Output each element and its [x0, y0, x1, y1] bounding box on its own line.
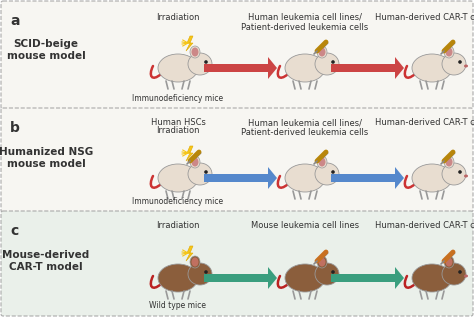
- Ellipse shape: [337, 174, 341, 178]
- Circle shape: [331, 170, 335, 174]
- Ellipse shape: [317, 156, 327, 168]
- Text: Human-derived CAR-T cells: Human-derived CAR-T cells: [375, 118, 474, 127]
- Ellipse shape: [442, 263, 466, 285]
- Polygon shape: [331, 167, 404, 189]
- Ellipse shape: [412, 264, 452, 292]
- Polygon shape: [331, 57, 404, 79]
- Ellipse shape: [158, 54, 198, 82]
- Text: Human leukemia cell lines/
Patient-derived leukemia cells: Human leukemia cell lines/ Patient-deriv…: [241, 13, 369, 32]
- Text: Mouse-derived
CAR-T model: Mouse-derived CAR-T model: [2, 250, 90, 272]
- Ellipse shape: [188, 263, 212, 285]
- Text: Immunodeficiency mice: Immunodeficiency mice: [132, 197, 224, 206]
- Ellipse shape: [285, 54, 325, 82]
- Text: c: c: [10, 224, 18, 238]
- Circle shape: [204, 60, 208, 64]
- Circle shape: [331, 60, 335, 64]
- Ellipse shape: [285, 164, 325, 192]
- Circle shape: [204, 170, 208, 174]
- Circle shape: [331, 270, 335, 274]
- Ellipse shape: [442, 53, 466, 75]
- Polygon shape: [331, 267, 404, 289]
- Text: Immunodeficiency mice: Immunodeficiency mice: [132, 94, 224, 103]
- Ellipse shape: [442, 163, 466, 185]
- Polygon shape: [186, 36, 193, 51]
- Text: Irradiation: Irradiation: [156, 221, 200, 230]
- Polygon shape: [186, 146, 193, 161]
- Ellipse shape: [158, 164, 198, 192]
- FancyBboxPatch shape: [1, 108, 473, 212]
- Ellipse shape: [315, 53, 339, 75]
- Ellipse shape: [446, 257, 453, 267]
- Polygon shape: [186, 246, 193, 261]
- Circle shape: [458, 270, 462, 274]
- Ellipse shape: [319, 48, 326, 56]
- Ellipse shape: [464, 275, 468, 277]
- Text: Human HSCs: Human HSCs: [151, 118, 205, 127]
- Text: Mouse leukemia cell lines: Mouse leukemia cell lines: [251, 221, 359, 230]
- Ellipse shape: [315, 163, 339, 185]
- Ellipse shape: [464, 174, 468, 178]
- Ellipse shape: [188, 163, 212, 185]
- Text: b: b: [10, 121, 20, 135]
- Ellipse shape: [337, 64, 341, 68]
- Ellipse shape: [210, 275, 214, 277]
- Ellipse shape: [315, 263, 339, 285]
- Text: Irradiation: Irradiation: [156, 126, 200, 135]
- Text: Human leukemia cell lines/
Patient-derived leukemia cells: Human leukemia cell lines/ Patient-deriv…: [241, 118, 369, 137]
- Ellipse shape: [190, 156, 200, 168]
- Ellipse shape: [317, 46, 327, 58]
- Ellipse shape: [446, 48, 453, 56]
- Polygon shape: [204, 267, 277, 289]
- Ellipse shape: [210, 174, 214, 178]
- Ellipse shape: [158, 264, 198, 292]
- Text: a: a: [10, 14, 19, 28]
- Ellipse shape: [191, 158, 199, 166]
- FancyBboxPatch shape: [1, 211, 473, 316]
- Ellipse shape: [188, 53, 212, 75]
- Ellipse shape: [191, 48, 199, 56]
- Ellipse shape: [464, 64, 468, 68]
- Ellipse shape: [446, 158, 453, 166]
- Ellipse shape: [190, 256, 200, 268]
- Circle shape: [204, 270, 208, 274]
- Polygon shape: [204, 167, 277, 189]
- Ellipse shape: [444, 256, 454, 268]
- Ellipse shape: [191, 257, 199, 267]
- Text: Irradiation: Irradiation: [156, 13, 200, 22]
- Text: Humanized NSG
mouse model: Humanized NSG mouse model: [0, 147, 93, 169]
- Text: SCID-beige
mouse model: SCID-beige mouse model: [7, 39, 85, 61]
- Text: Human-derived CAR-T cells: Human-derived CAR-T cells: [375, 13, 474, 22]
- Circle shape: [458, 170, 462, 174]
- Ellipse shape: [444, 156, 454, 168]
- Ellipse shape: [285, 264, 325, 292]
- Ellipse shape: [444, 46, 454, 58]
- Ellipse shape: [337, 275, 341, 277]
- Text: Human-derived CAR-T cells: Human-derived CAR-T cells: [375, 221, 474, 230]
- FancyBboxPatch shape: [1, 1, 473, 109]
- Polygon shape: [204, 57, 277, 79]
- Ellipse shape: [210, 64, 214, 68]
- Ellipse shape: [412, 164, 452, 192]
- Circle shape: [458, 60, 462, 64]
- Ellipse shape: [319, 257, 326, 267]
- Ellipse shape: [319, 158, 326, 166]
- Ellipse shape: [317, 256, 327, 268]
- Ellipse shape: [412, 54, 452, 82]
- Ellipse shape: [190, 46, 200, 58]
- Text: Wild type mice: Wild type mice: [149, 301, 207, 310]
